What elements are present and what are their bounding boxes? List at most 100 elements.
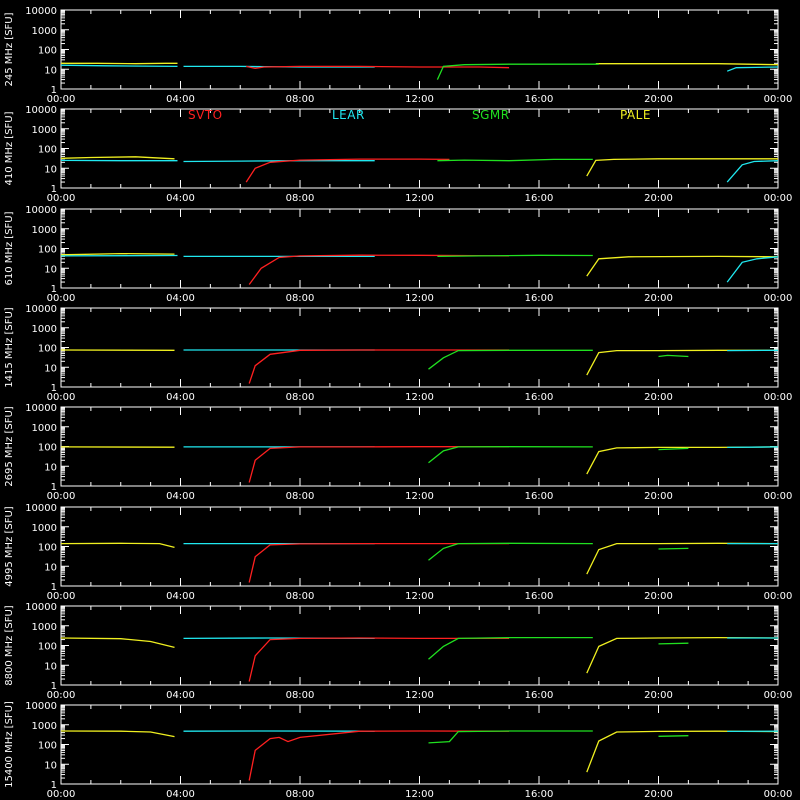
x-tick-label: 00:00 bbox=[47, 591, 76, 602]
y-tick-label: 10 bbox=[44, 164, 57, 175]
y-tick-label: 1000 bbox=[32, 125, 57, 136]
x-tick-label: 08:00 bbox=[286, 293, 315, 304]
x-tick-label: 08:00 bbox=[286, 491, 315, 502]
panel-frame bbox=[60, 108, 779, 189]
x-tick-label: 04:00 bbox=[166, 94, 195, 105]
series-pale bbox=[60, 730, 175, 738]
y-tick-label: 1 bbox=[51, 383, 57, 394]
legend-pale: PALE bbox=[620, 108, 651, 122]
x-tick-label: 04:00 bbox=[166, 491, 195, 502]
y-tick-label: 100 bbox=[38, 443, 57, 454]
y-tick-label: 1 bbox=[51, 85, 57, 96]
y-axis-label: 1415 MHz [SFU] bbox=[4, 307, 15, 388]
y-tick-label: 100 bbox=[38, 543, 57, 554]
y-tick-label: 1000 bbox=[32, 225, 57, 236]
series-pale bbox=[595, 63, 779, 66]
x-tick-label: 20:00 bbox=[644, 591, 673, 602]
x-tick-label: 00:00 bbox=[47, 690, 76, 701]
series-sgmr bbox=[658, 642, 689, 645]
y-tick-label: 10 bbox=[44, 363, 57, 374]
x-tick-label: 12:00 bbox=[405, 491, 434, 502]
series-sgmr bbox=[428, 446, 593, 464]
y-tick-label: 10000 bbox=[25, 105, 57, 116]
series-svto bbox=[248, 446, 510, 483]
y-tick-label: 10 bbox=[44, 760, 57, 771]
x-tick-label: 16:00 bbox=[525, 193, 554, 204]
y-axis-label: 410 MHz [SFU] bbox=[4, 111, 15, 185]
x-tick-label: 20:00 bbox=[644, 94, 673, 105]
x-tick-label: 16:00 bbox=[525, 491, 554, 502]
y-tick-label: 1000 bbox=[32, 721, 57, 732]
y-tick-label: 1000 bbox=[32, 26, 57, 37]
x-tick-label: 12:00 bbox=[405, 193, 434, 204]
x-tick-label: 00:00 bbox=[764, 193, 793, 204]
x-tick-label: 16:00 bbox=[525, 789, 554, 800]
x-tick-label: 00:00 bbox=[47, 392, 76, 403]
x-tick-label: 12:00 bbox=[405, 293, 434, 304]
y-tick-label: 1 bbox=[51, 780, 57, 791]
x-tick-label: 16:00 bbox=[525, 690, 554, 701]
y-tick-label: 1 bbox=[51, 482, 57, 493]
x-tick-label: 16:00 bbox=[525, 392, 554, 403]
x-tick-label: 20:00 bbox=[644, 491, 673, 502]
series-svto bbox=[248, 730, 510, 781]
series-sgmr bbox=[437, 158, 593, 162]
y-tick-label: 1 bbox=[51, 582, 57, 593]
series-sgmr bbox=[428, 730, 593, 744]
legend-svto: SVTO bbox=[188, 108, 223, 122]
x-tick-label: 12:00 bbox=[405, 591, 434, 602]
series-sgmr bbox=[658, 547, 689, 550]
y-tick-label: 1000 bbox=[32, 423, 57, 434]
x-tick-label: 00:00 bbox=[764, 293, 793, 304]
x-tick-label: 20:00 bbox=[644, 193, 673, 204]
x-tick-label: 12:00 bbox=[405, 94, 434, 105]
series-sgmr bbox=[658, 447, 689, 451]
x-tick-label: 16:00 bbox=[525, 94, 554, 105]
y-axis-label: 2695 MHz [SFU] bbox=[4, 406, 15, 487]
y-tick-label: 10000 bbox=[25, 6, 57, 17]
series-sgmr bbox=[658, 354, 689, 358]
y-tick-label: 1000 bbox=[32, 622, 57, 633]
series-pale bbox=[60, 542, 175, 549]
series-sgmr bbox=[658, 735, 689, 737]
series-pale bbox=[586, 730, 779, 773]
x-tick-label: 00:00 bbox=[764, 94, 793, 105]
x-tick-label: 04:00 bbox=[166, 789, 195, 800]
x-tick-label: 20:00 bbox=[644, 293, 673, 304]
series-sgmr bbox=[428, 542, 593, 561]
y-axis-label: 15400 MHz [SFU] bbox=[4, 701, 15, 788]
series-svto bbox=[248, 637, 510, 682]
y-tick-label: 100 bbox=[38, 46, 57, 57]
x-tick-label: 08:00 bbox=[286, 690, 315, 701]
series-lear bbox=[183, 160, 375, 163]
series-sgmr bbox=[428, 636, 593, 660]
y-tick-label: 1 bbox=[51, 681, 57, 692]
x-tick-label: 20:00 bbox=[644, 789, 673, 800]
y-tick-label: 100 bbox=[38, 344, 57, 355]
x-tick-label: 00:00 bbox=[47, 193, 76, 204]
series-lear bbox=[726, 66, 779, 72]
series-lear bbox=[726, 256, 779, 283]
y-tick-label: 100 bbox=[38, 741, 57, 752]
y-tick-label: 10 bbox=[44, 562, 57, 573]
y-tick-label: 10 bbox=[44, 661, 57, 672]
series-svto bbox=[248, 254, 510, 285]
y-tick-label: 10 bbox=[44, 65, 57, 76]
y-tick-label: 10000 bbox=[25, 205, 57, 216]
y-axis-label: 4995 MHz [SFU] bbox=[4, 506, 15, 587]
x-tick-label: 00:00 bbox=[47, 94, 76, 105]
y-tick-label: 10000 bbox=[25, 701, 57, 712]
y-axis-label: 8800 MHz [SFU] bbox=[4, 605, 15, 686]
series-pale bbox=[586, 349, 778, 376]
x-tick-label: 08:00 bbox=[286, 789, 315, 800]
legend-sgmr: SGMR bbox=[472, 108, 510, 122]
panel-frame bbox=[60, 208, 779, 289]
x-tick-label: 12:00 bbox=[405, 789, 434, 800]
x-tick-label: 00:00 bbox=[47, 491, 76, 502]
panel-frame bbox=[60, 9, 779, 90]
series-sgmr bbox=[428, 349, 593, 370]
x-tick-label: 16:00 bbox=[525, 591, 554, 602]
x-tick-label: 00:00 bbox=[764, 392, 793, 403]
x-tick-label: 08:00 bbox=[286, 193, 315, 204]
y-tick-label: 10 bbox=[44, 462, 57, 473]
